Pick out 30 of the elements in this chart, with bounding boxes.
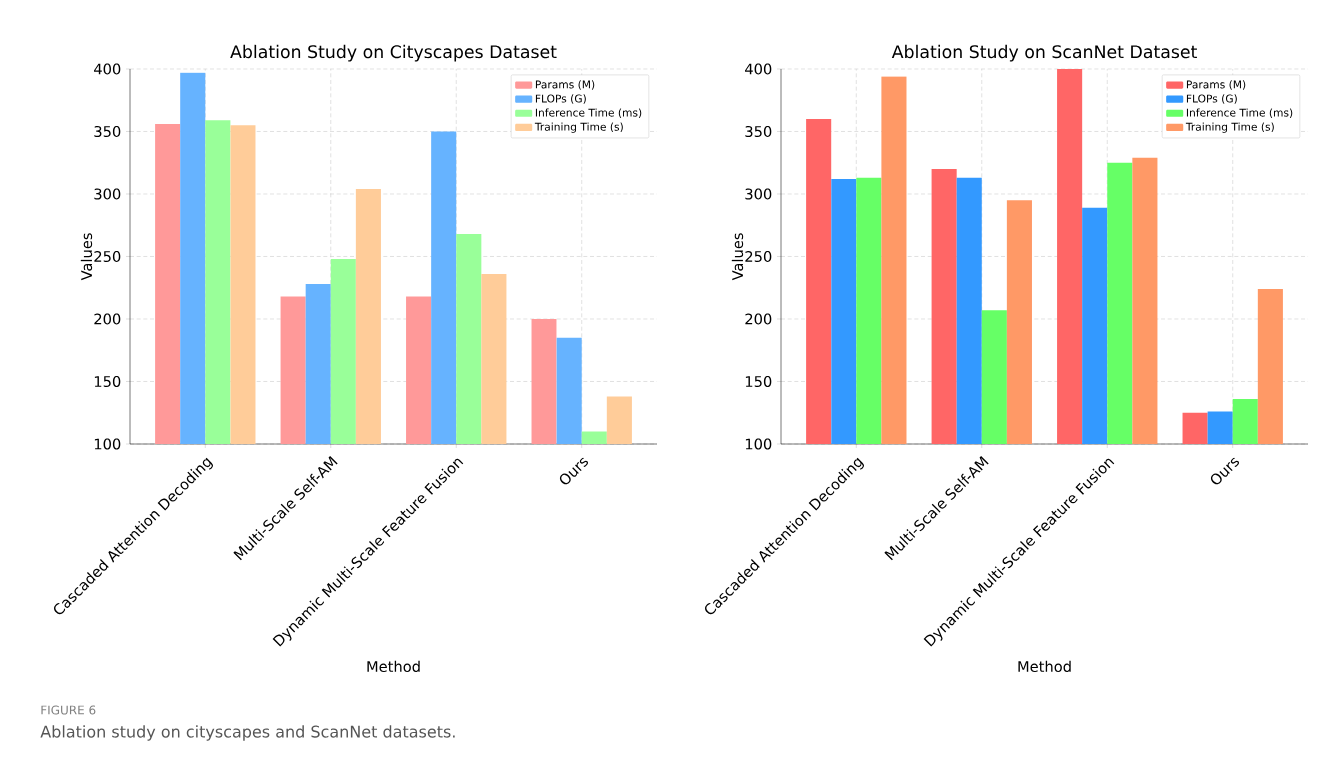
y-tick-label: 300: [745, 188, 772, 200]
legend-label: Params (M): [535, 80, 595, 90]
y-tick-label: 150: [745, 375, 772, 388]
x-axis-title: Method: [367, 660, 420, 673]
y-tick-label: 150: [94, 375, 121, 388]
y-axis-title: Values: [80, 233, 93, 281]
legend-label: Inference Time (ms): [535, 108, 642, 118]
y-tick-label: 100: [745, 438, 772, 450]
y-tick-label: 200: [745, 313, 772, 325]
y-tick-label: 200: [94, 313, 121, 325]
legend-label: Params (M): [1186, 80, 1246, 90]
chart-title: Ablation Study on ScanNet Dataset: [891, 44, 1197, 62]
y-tick-label: 300: [94, 188, 121, 200]
y-tick-label: 400: [94, 63, 121, 75]
y-tick-label: 350: [745, 125, 772, 138]
y-tick-label: 250: [94, 250, 121, 263]
legend-label: Training Time (s): [1185, 122, 1274, 133]
y-axis-title: Values: [731, 233, 744, 281]
text: Ablation study on cityscapes and ScanNet datasets.: [40, 725, 455, 741]
y-tick-label: 100: [94, 438, 121, 450]
legend-label: FLOPs (G): [1186, 94, 1237, 104]
legend-label: Training Time (s): [534, 122, 623, 133]
legend-label: FLOPs (G): [535, 94, 586, 104]
y-tick-label: 350: [94, 125, 121, 138]
y-tick-label: 250: [745, 250, 772, 263]
caption: FIGURE 6: [41, 705, 96, 715]
legend-label: Inference Time (ms): [1186, 108, 1293, 118]
chart-title: Ablation Study on Cityscapes Dataset: [230, 44, 557, 62]
y-tick-label: 400: [745, 63, 772, 75]
x-axis-title: Method: [1018, 660, 1071, 673]
